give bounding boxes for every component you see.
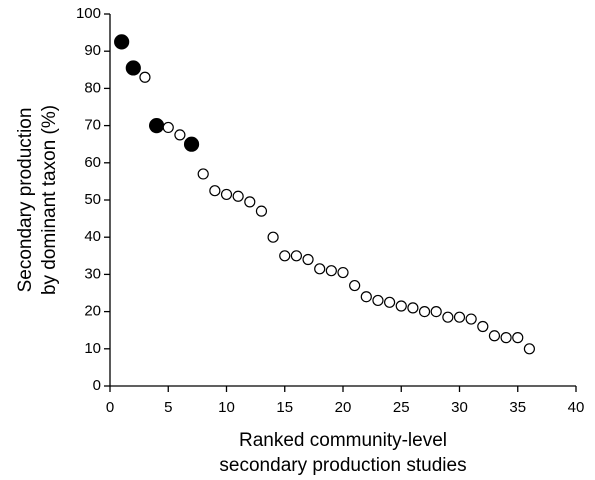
point bbox=[372, 294, 384, 307]
x-tick-label: 0 bbox=[106, 399, 114, 416]
x-tick-label: 5 bbox=[164, 399, 172, 416]
y-tick-label: 60 bbox=[84, 154, 101, 171]
x-axis-label: secondary production studies bbox=[219, 455, 466, 476]
point bbox=[523, 343, 536, 355]
x-tick-label: 25 bbox=[393, 399, 410, 416]
point bbox=[512, 332, 524, 344]
point bbox=[314, 263, 326, 275]
y-tick-label: 0 bbox=[93, 377, 101, 394]
point bbox=[149, 117, 165, 134]
point bbox=[114, 34, 130, 50]
point bbox=[267, 231, 279, 243]
x-tick-label: 35 bbox=[509, 399, 526, 416]
point bbox=[395, 300, 407, 312]
y-tick-label: 20 bbox=[84, 303, 101, 320]
y-tick-label: 40 bbox=[84, 228, 101, 245]
point bbox=[220, 188, 233, 201]
point bbox=[183, 136, 200, 152]
point bbox=[418, 306, 431, 318]
point bbox=[197, 168, 209, 180]
x-tick-label: 15 bbox=[276, 399, 293, 416]
y-tick-label: 10 bbox=[84, 340, 101, 357]
point bbox=[279, 250, 291, 262]
y-axis-label: Secondary production bbox=[15, 108, 36, 293]
point bbox=[290, 250, 302, 262]
point bbox=[477, 320, 489, 333]
point bbox=[384, 296, 396, 308]
y-tick-label: 90 bbox=[84, 42, 101, 59]
x-tick-label: 30 bbox=[451, 399, 468, 416]
y-tick-label: 80 bbox=[84, 79, 101, 96]
point bbox=[360, 291, 372, 303]
point bbox=[302, 253, 314, 266]
point bbox=[349, 279, 361, 292]
y-tick-label: 30 bbox=[84, 265, 101, 282]
y-axis-label: by dominant taxon (%) bbox=[39, 105, 60, 295]
point bbox=[174, 129, 186, 141]
point bbox=[430, 306, 442, 318]
point bbox=[488, 330, 501, 342]
point bbox=[453, 311, 466, 323]
point bbox=[162, 121, 174, 134]
point bbox=[255, 205, 268, 217]
x-tick-label: 40 bbox=[568, 399, 585, 416]
point bbox=[244, 196, 256, 208]
point bbox=[500, 332, 512, 344]
point bbox=[442, 311, 454, 323]
point bbox=[407, 302, 419, 314]
y-tick-label: 70 bbox=[84, 117, 101, 134]
point bbox=[325, 265, 337, 277]
y-tick-label: 100 bbox=[76, 5, 101, 22]
point bbox=[209, 185, 221, 197]
point bbox=[465, 313, 477, 325]
point bbox=[125, 60, 141, 76]
x-tick-label: 10 bbox=[218, 399, 235, 416]
x-tick-label: 20 bbox=[335, 399, 352, 416]
y-tick-label: 50 bbox=[84, 191, 101, 208]
x-axis-label: Ranked community-level bbox=[239, 430, 447, 451]
point bbox=[232, 190, 244, 202]
point bbox=[139, 71, 151, 83]
point bbox=[337, 266, 349, 279]
